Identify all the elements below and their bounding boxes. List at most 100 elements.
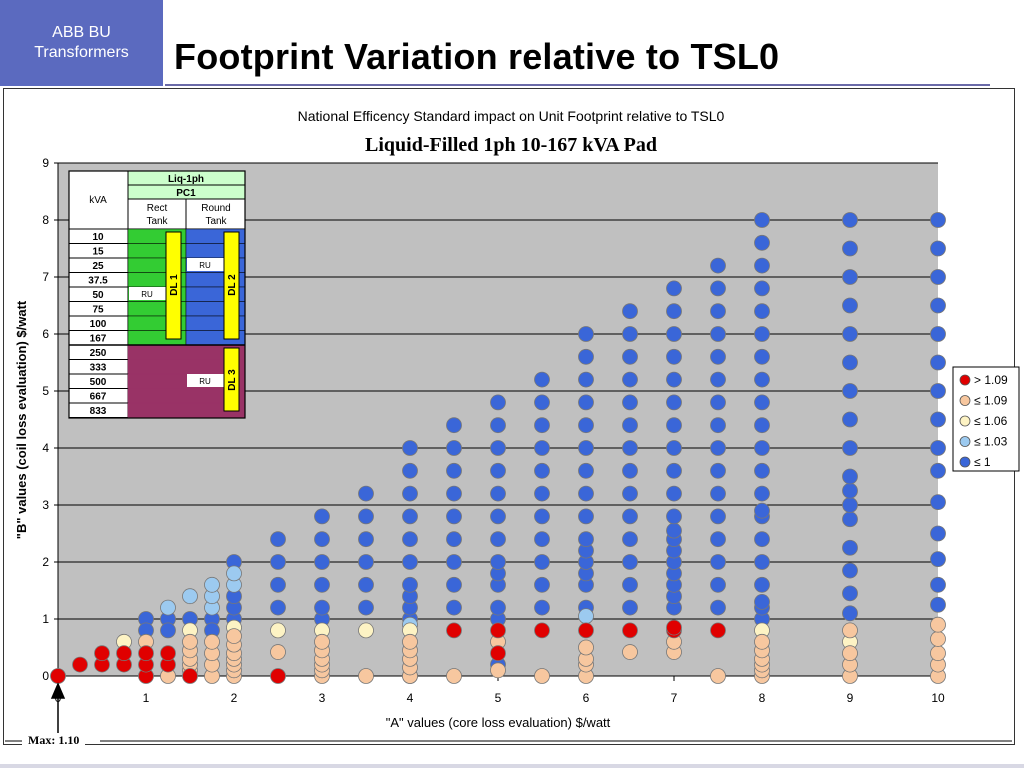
inset-header-top-label: Liq-1ph [168,174,204,185]
scatter-point [754,280,770,297]
scatter-point [930,551,946,568]
scatter-point [358,531,374,548]
y-tick-label: 6 [42,327,49,341]
scatter-point [578,371,594,388]
scatter-point [842,539,858,556]
ru-box-2 [129,287,166,300]
scatter-point [842,383,858,399]
legend-swatch [959,374,971,386]
scatter-point [578,531,594,548]
scatter-point [578,348,594,365]
scatter-point [842,411,858,428]
scatter-point [754,462,770,479]
scatter-point [270,599,286,616]
y-tick-label: 4 [42,441,49,455]
scatter-point [842,622,858,639]
scatter-point [204,633,220,650]
scatter-point [666,303,682,320]
scatter-point [710,280,726,297]
scatter-point [622,531,638,548]
inset-kva-value: 250 [90,348,107,359]
scatter-point [358,508,374,525]
scatter-point [930,631,946,647]
scatter-point [842,240,858,257]
x-tick-label: 10 [931,691,945,705]
scatter-point [270,576,286,593]
scatter-point [578,417,594,434]
scatter-point [842,497,858,513]
ru-box-3 [187,374,224,387]
brand-line-2: Transformers [34,44,129,61]
scatter-point [160,599,176,616]
scatter-point [622,644,638,660]
scatter-point [754,234,770,251]
legend-swatch [959,456,971,468]
scatter-point [446,599,462,616]
max-arrow [50,682,66,738]
scatter-point [402,633,418,650]
scatter-point [402,554,418,570]
inset-round-label-1: Round [201,203,230,214]
scatter-point [666,326,682,342]
scatter-point [534,371,550,388]
scatter-point [666,508,682,525]
scatter-point [160,645,176,662]
scatter-point [402,576,418,593]
scatter-point [446,531,462,548]
scatter-point [578,622,594,639]
scatter-point [754,348,770,365]
scatter-point [754,485,770,502]
dl1-label: DL 1 [169,274,180,296]
scatter-point [50,668,66,684]
scatter-point [754,440,770,456]
scatter-point [622,326,638,342]
legend-label: ≤ 1.06 [974,414,1008,428]
inset-kva-value: 167 [90,334,107,345]
y-tick-label: 5 [42,384,49,398]
inset-kva-value: 500 [90,377,107,388]
scatter-point [314,554,330,570]
scatter-point [534,485,550,502]
scatter-point [534,531,550,548]
inset-header-pc-label: PC1 [176,188,196,199]
dl3-box [223,347,240,412]
inset-kva-value: 100 [90,319,107,330]
scatter-point [490,645,506,662]
scatter-point [930,462,946,479]
scatter-point [314,576,330,593]
inset-table-border [68,170,246,419]
chart-legend: > 1.09 ≤ 1.09 ≤ 1.06 ≤ 1.03 ≤ 1 [952,366,1020,472]
scatter-point [666,394,682,411]
scatter-point [578,394,594,411]
inset-round-label-2: Tank [205,216,227,227]
scatter-point [446,576,462,593]
y-tick-label: 0 [42,669,49,683]
data-points [50,212,946,684]
scatter-point [842,511,858,528]
inset-table: Liq-1ph PC1 kVA Rect Tank Round Tank 10 1… [68,170,246,419]
scatter-point [710,576,726,593]
scatter-point [490,531,506,548]
x-tick-label: 2 [231,691,238,705]
scatter-point [842,440,858,456]
scatter-point [754,257,770,274]
scatter-point [930,269,946,285]
scatter-point [314,531,330,548]
inset-kva-value: 75 [92,305,104,316]
scatter-point [622,485,638,502]
legend-label: > 1.09 [974,373,1008,387]
scatter-point [666,462,682,479]
scatter-point [490,485,506,502]
scatter-point [930,212,946,228]
brand-block: ABB BU Transformers [0,0,163,86]
inset-kva-value: 667 [90,392,107,403]
inset-rect-label-1: Rect [147,203,168,214]
y-tick-label: 2 [42,555,49,569]
max-note: Max: 1.10 [22,733,86,748]
scatter-point [930,525,946,542]
scatter-point [578,440,594,456]
scatter-point [270,531,286,548]
scatter-point [754,371,770,388]
x-tick-label: 7 [671,691,678,705]
scatter-point [314,599,330,616]
